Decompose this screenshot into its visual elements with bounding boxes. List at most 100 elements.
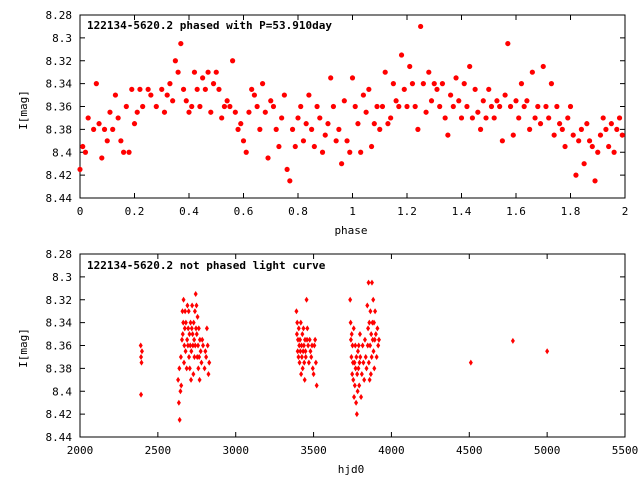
data-point: [197, 376, 202, 383]
data-point: [301, 325, 306, 332]
data-point: [297, 342, 302, 349]
data-point: [363, 353, 368, 360]
data-point: [230, 58, 236, 64]
data-point: [182, 325, 187, 332]
data-point: [368, 371, 373, 378]
data-point: [189, 348, 194, 355]
data-point: [183, 308, 188, 315]
data-point: [296, 336, 300, 343]
data-point: [176, 399, 181, 406]
data-point: [185, 342, 190, 349]
data-point: [194, 331, 199, 338]
data-point: [170, 98, 176, 104]
data-point: [164, 92, 170, 98]
data-point: [311, 143, 317, 150]
data-point: [301, 342, 306, 349]
data-point: [376, 342, 381, 349]
y-tick-label: 8.3: [52, 271, 72, 284]
data-point: [415, 126, 421, 132]
chart-title: 122134-5620.2 phased with P=53.910day: [87, 19, 332, 32]
data-point: [366, 359, 371, 366]
x-tick-label: 0: [77, 205, 84, 218]
data-point: [437, 103, 443, 110]
data-point: [359, 371, 364, 378]
data-point: [298, 348, 303, 355]
data-point: [204, 325, 209, 332]
x-tick-label: 3500: [300, 444, 327, 457]
data-point: [310, 342, 315, 349]
data-point: [545, 348, 550, 355]
data-point: [368, 143, 375, 150]
data-point: [176, 376, 181, 383]
data-point: [299, 342, 304, 349]
data-point: [126, 149, 132, 155]
data-point: [352, 103, 358, 110]
x-tick-label: 1.2: [397, 205, 417, 218]
data-point: [310, 365, 315, 372]
data-point: [246, 109, 252, 115]
data-point: [311, 371, 316, 378]
data-point: [139, 353, 144, 360]
data-point: [606, 143, 612, 150]
data-point: [276, 143, 282, 150]
data-point: [357, 382, 362, 389]
data-point: [475, 109, 481, 115]
y-tick-label: 8.42: [46, 408, 73, 421]
x-tick-label: 5500: [612, 444, 639, 457]
data-point: [238, 121, 244, 127]
y-tick-label: 8.28: [46, 9, 73, 22]
data-point: [404, 103, 410, 110]
data-point: [110, 126, 116, 132]
data-point: [502, 92, 508, 98]
data-point: [187, 353, 191, 360]
data-point: [139, 359, 144, 366]
data-point: [199, 359, 204, 366]
data-point: [370, 336, 375, 343]
x-tick-label: 0.6: [234, 205, 254, 218]
data-point: [336, 126, 342, 132]
data-point: [182, 342, 187, 349]
data-point: [592, 178, 598, 184]
data-point: [159, 86, 165, 92]
data-point: [428, 98, 435, 104]
data-point: [187, 365, 192, 372]
data-point: [357, 331, 362, 338]
data-point: [140, 103, 146, 110]
data-point: [99, 155, 105, 161]
data-point: [586, 138, 593, 144]
data-point: [181, 319, 186, 326]
data-point: [529, 69, 535, 75]
axis-ticks: 0 0.2 0.4 0.6 0.8 1 1.2 1.4 1.6 1.8 2 8.28 8.3 8.32 8.…: [46, 9, 629, 218]
data-point: [499, 138, 505, 144]
data-point: [354, 353, 359, 360]
data-point: [352, 382, 357, 389]
data-point: [197, 353, 202, 360]
data-point: [101, 126, 108, 132]
data-point: [259, 81, 266, 87]
data-point: [377, 126, 383, 132]
data-point: [262, 109, 268, 115]
data-point: [183, 319, 188, 326]
data-point: [600, 115, 606, 121]
y-tick-label: 8.4: [52, 385, 72, 398]
data-point: [518, 81, 525, 87]
data-point: [510, 337, 515, 344]
data-point: [161, 109, 168, 115]
data-point: [190, 331, 195, 338]
data-point: [344, 138, 350, 144]
data-point: [235, 126, 241, 132]
data-point: [204, 353, 209, 360]
raw-light-curve-chart: 2000 2500 3000 3500 4000 4500 5000 55008.288.38…: [17, 248, 638, 476]
data-point: [368, 342, 373, 349]
data-point: [565, 115, 571, 121]
data-point: [412, 103, 418, 110]
data-point: [486, 86, 492, 92]
data-point: [362, 376, 367, 383]
data-point: [299, 371, 304, 378]
data-point: [177, 416, 182, 423]
data-point: [270, 103, 277, 110]
data-point: [186, 325, 191, 332]
data-point: [317, 115, 323, 121]
data-point: [139, 391, 144, 398]
data-point: [351, 325, 356, 332]
